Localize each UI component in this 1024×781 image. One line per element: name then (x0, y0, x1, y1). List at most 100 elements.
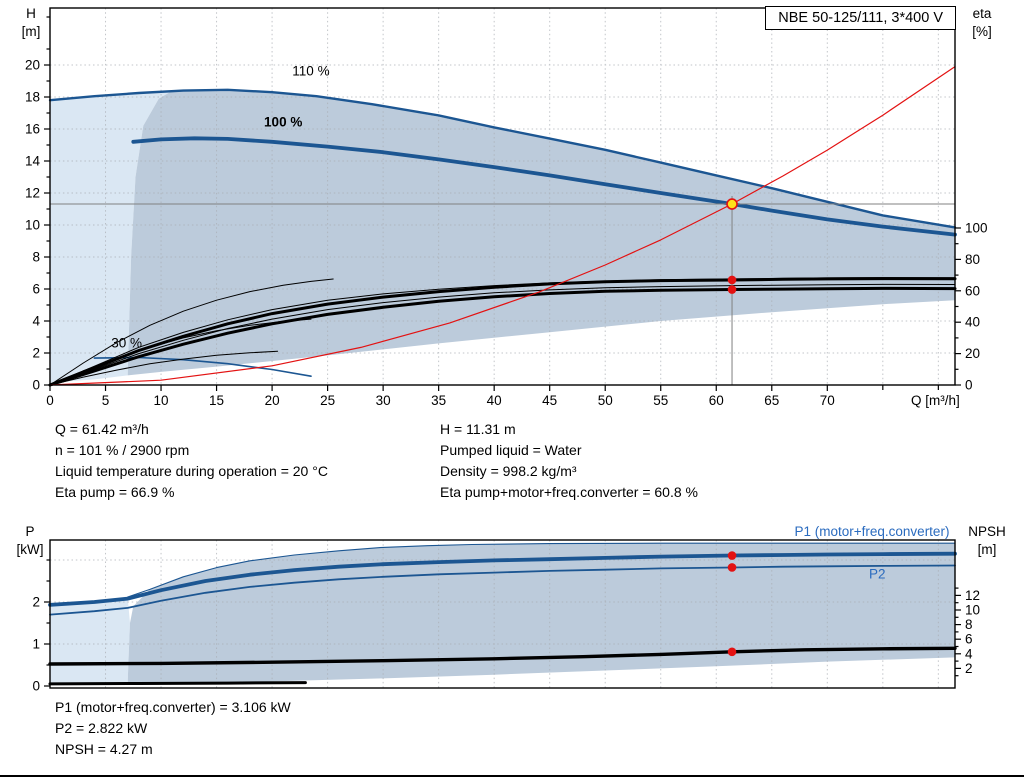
curve-label: 110 % (292, 63, 329, 78)
p1-curve (48, 551, 957, 607)
system-curve (49, 66, 956, 386)
x-tick-label: 30 (376, 393, 391, 408)
duty-info-left: Q = 61.42 m³/h n = 101 % / 2900 rpm Liqu… (55, 419, 328, 503)
axis-ticks (44, 16, 961, 391)
y-right-axis-title: eta (973, 6, 992, 21)
info-eta-pump: Eta pump = 66.9 % (55, 484, 175, 500)
h-curve-110pct (48, 88, 957, 229)
y-left-tick-label: 6 (32, 282, 40, 297)
info-density: Density = 998.2 kg/m³ (440, 463, 577, 479)
p1-point (727, 551, 737, 560)
x-tick-label: 20 (265, 393, 280, 408)
y-left-axis-title: [m] (22, 24, 41, 39)
y-left-tick-label: 12 (25, 186, 40, 201)
y-right-tick-label: 60 (965, 283, 980, 298)
eta-curve-thin-a (49, 277, 956, 386)
y-left-tick-label: 2 (32, 346, 40, 361)
y-left-tick-label: 0 (32, 679, 40, 694)
eta-total-curve (48, 286, 957, 387)
axis-labels: 0 5 10 15 20 25 30 35 40 45 50 55 60 65 70 Q [m³/h]0246… (22, 6, 992, 408)
power-envelope-top (127, 542, 956, 598)
curve-label: P2 (869, 566, 886, 581)
plot-frame (49, 539, 956, 689)
y-left-tick-label: 16 (25, 122, 40, 137)
gridlines (50, 8, 955, 385)
eta-fan-b (49, 318, 312, 386)
y-left-axis-title: [kW] (17, 542, 44, 557)
y-right-tick-label: 100 (965, 221, 988, 236)
info-pumped-liquid: Pumped liquid = Water (440, 442, 582, 458)
x-tick-label: 25 (320, 393, 335, 408)
x-tick-label: 50 (598, 393, 613, 408)
info-p2: P2 = 2.822 kW (55, 720, 148, 736)
y-left-tick-label: 1 (32, 637, 40, 652)
x-tick-label: 60 (709, 393, 724, 408)
y-right-tick-label: 8 (965, 617, 973, 632)
operating-range (127, 89, 955, 376)
eta-total-point (727, 285, 737, 294)
curve-label: 100 % (264, 115, 302, 130)
x-tick-label: 45 (542, 393, 557, 408)
info-npsh: NPSH = 4.27 m (55, 741, 153, 757)
y-left-tick-label: 20 (25, 58, 40, 73)
y-right-tick-label: 12 (965, 588, 980, 603)
y-right-axis-title: NPSH (968, 524, 1006, 539)
eta-pump-curve (48, 277, 957, 387)
y-right-tick-label: 80 (965, 252, 980, 267)
curve-label: P1 (motor+freq.converter) (795, 524, 950, 539)
qh-chart: 0 5 10 15 20 25 30 35 40 45 50 55 60 65 70 Q [m³/h]0246… (22, 6, 992, 408)
operating-range-light (50, 90, 173, 383)
x-tick-label: 15 (209, 393, 224, 408)
npsh-point (727, 647, 737, 657)
y-right-tick-label: 10 (965, 603, 980, 618)
y-left-tick-label: 0 (32, 378, 40, 393)
y-right-tick-label: 0 (965, 378, 973, 393)
info-flow: Q = 61.42 m³/h (55, 421, 149, 437)
power-info-block: P1 (motor+freq.converter) = 3.106 kW P2 … (55, 697, 291, 760)
h-curve-100pct (131, 136, 957, 237)
eta-curve-thin-b (49, 283, 956, 386)
y-left-axis-title: H (26, 6, 36, 21)
eta-pump-point (727, 275, 737, 285)
curve-label: 30 % (111, 335, 142, 350)
duty-point[interactable] (726, 198, 738, 210)
info-p1: P1 (motor+freq.converter) = 3.106 kW (55, 699, 291, 715)
y-left-tick-label: 14 (25, 154, 41, 169)
x-tick-label: 40 (487, 393, 502, 408)
y-left-tick-label: 2 (32, 595, 40, 610)
y-right-axis-title: [m] (978, 542, 997, 557)
x-tick-label: 35 (431, 393, 446, 408)
npsh-curve (48, 646, 957, 666)
info-liquid-temp: Liquid temperature during operation = 20… (55, 463, 328, 479)
eta-fan-c (49, 350, 279, 386)
info-eta-total: Eta pump+motor+freq.converter = 60.8 % (440, 484, 698, 500)
pump-title: NBE 50-125/111, 3*400 V (778, 10, 943, 26)
x-tick-label: 0 (46, 393, 54, 408)
info-speed: n = 101 % / 2900 rpm (55, 442, 190, 458)
y-right-tick-label: 2 (965, 661, 973, 676)
x-tick-label: 70 (820, 393, 835, 408)
p-min-speed-curve (48, 681, 307, 686)
axis-ticks (44, 559, 961, 687)
divider-line (0, 775, 1024, 777)
power-range (127, 543, 955, 684)
y-right-axis-title: [%] (972, 24, 992, 39)
y-left-axis-title: P (25, 524, 34, 539)
x-tick-label: 10 (154, 393, 169, 408)
y-right-tick-label: 6 (965, 632, 973, 647)
x-tick-label: 55 (653, 393, 668, 408)
eta-fan-a (49, 278, 334, 386)
y-left-tick-label: 10 (25, 218, 40, 233)
duty-info-right: H = 11.31 m Pumped liquid = Water Densit… (440, 419, 698, 503)
p2-point (727, 563, 737, 572)
y-right-tick-label: 4 (965, 646, 973, 661)
x-tick-label: 5 (102, 393, 110, 408)
plot-frame (49, 7, 956, 386)
x-axis-title: Q [m³/h] (911, 393, 960, 408)
p2-curve (49, 564, 956, 616)
y-right-tick-label: 20 (965, 346, 980, 361)
y-left-tick-label: 8 (32, 250, 40, 265)
info-head: H = 11.31 m (440, 421, 516, 437)
